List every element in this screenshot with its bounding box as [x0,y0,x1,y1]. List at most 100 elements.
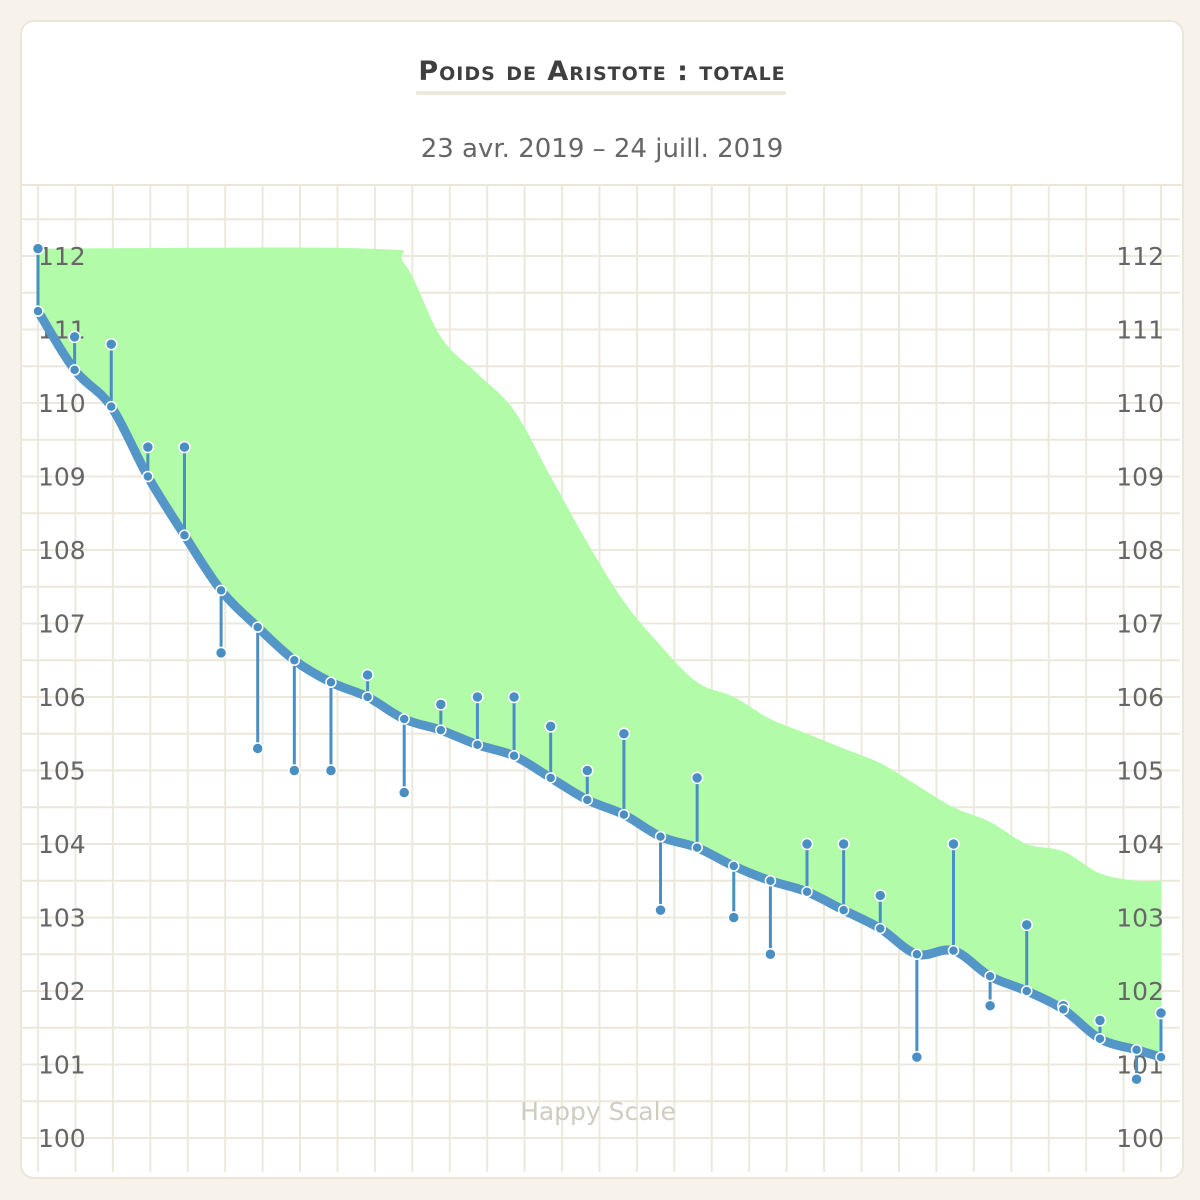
weigh-in-point [68,330,81,344]
y-tick-label-right: 107 [1116,610,1164,639]
chart-card: Poids de Aristote : totale 23 avr. 2019 … [20,20,1184,1179]
y-tick-label-right: 106 [1116,683,1164,712]
deviation-stems [36,248,1163,1080]
trend-point [398,713,410,725]
trend-point [142,470,154,483]
y-tick-label-left: 106 [38,683,86,712]
weigh-in-points [31,242,1168,1086]
y-tick-label-left: 101 [38,1051,86,1080]
trend-point [728,860,740,872]
trend-point [105,400,117,413]
trend-point [1130,1044,1143,1056]
y-tick-label-left: 102 [38,977,86,1006]
weigh-in-point [324,764,338,777]
weigh-in-point [764,948,777,961]
y-tick-label-right: 112 [1116,242,1164,271]
weigh-in-point [1154,1006,1168,1020]
weigh-in-point [1093,1014,1107,1027]
y-tick-label-right: 109 [1116,463,1164,492]
y-tick-label-left: 109 [38,463,86,492]
weigh-in-point [471,690,484,704]
y-tick-label-left: 107 [38,610,86,639]
trend-point [215,584,227,597]
weigh-in-point [251,742,264,755]
trend-point [251,621,264,633]
weigh-in-point [617,727,631,740]
weigh-in-point [654,903,667,917]
weigh-in-point [214,646,228,660]
weigh-in-point [544,720,557,733]
y-tick-label-right: 102 [1116,977,1164,1006]
weigh-in-point [361,668,374,682]
trend-point [1094,1033,1106,1045]
y-tick-label-right: 100 [1116,1124,1164,1153]
weigh-in-point [434,698,448,711]
y-tick-label-right: 105 [1116,757,1164,786]
trend-point [618,808,630,821]
trend-point [325,676,337,689]
y-tick-label-left: 103 [38,904,86,933]
y-tick-label-right: 111 [1116,316,1164,345]
trend-point [471,739,484,751]
trend-point [361,691,374,703]
y-tick-label-left: 112 [38,242,86,271]
y-tick-label-left: 108 [38,536,86,565]
weigh-in-point [910,1050,924,1064]
weigh-in-point [31,242,45,255]
weigh-in-point [141,440,155,454]
y-tick-label-left: 104 [38,830,86,859]
trend-point [874,922,886,935]
weigh-in-point [874,889,887,902]
weigh-in-point [690,771,704,785]
weigh-in-point [581,764,594,777]
weigh-in-point [104,337,118,351]
y-tick-label-left: 100 [38,1124,86,1153]
goal-band-area [38,247,1161,1058]
weigh-in-point [837,837,850,851]
trend-point [947,944,960,957]
trend-point [691,841,703,854]
y-tick-label-right: 110 [1116,389,1164,418]
chart-header: Poids de Aristote : totale 23 avr. 2019 … [22,22,1182,186]
date-range: 23 avr. 2019 – 24 juill. 2019 [420,134,784,164]
weigh-in-point [507,690,521,704]
chart-title: Poids de Aristote : totale [418,56,786,87]
trend-point [654,830,667,843]
trend-point [288,654,301,666]
weigh-in-point [947,837,960,851]
trend-point [1020,985,1033,997]
trend-point [581,794,594,806]
trend-point [68,364,81,376]
weigh-in-point [178,440,191,454]
trend-point [508,750,520,762]
y-tick-label-left: 110 [38,389,86,418]
trend-point [984,970,996,983]
trend-point [1057,1003,1070,1016]
y-tick-label-right: 104 [1116,830,1164,859]
weigh-in-point [397,786,411,799]
trend-point [801,886,813,898]
watermark: Happy Scale [520,1097,676,1126]
y-tick-label-left: 105 [38,757,86,786]
trend-point [764,875,777,887]
trend-point [1155,1051,1167,1063]
weigh-in-point [288,764,301,777]
trend-point [837,904,850,916]
weigh-in-point [727,911,741,924]
trend-point [32,305,44,317]
trend-point [544,772,557,784]
weigh-in-point [1020,918,1033,932]
weigh-in-point [800,837,814,851]
trend-point [911,948,923,960]
goal-band [38,247,1161,1058]
y-tick-label-right: 103 [1116,904,1164,933]
title-underline [416,91,786,95]
y-tick-label-right: 108 [1116,536,1164,565]
trend-point [178,529,191,542]
weigh-in-point [1130,1072,1143,1086]
trend-point [435,724,447,736]
weigh-in-point [983,999,997,1012]
